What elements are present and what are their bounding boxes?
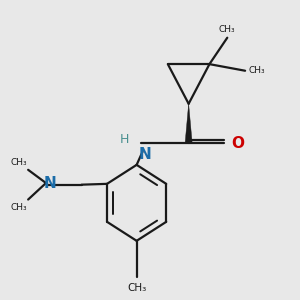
Text: CH₃: CH₃ xyxy=(219,25,236,34)
Text: CH₃: CH₃ xyxy=(10,203,27,212)
Polygon shape xyxy=(185,104,192,143)
Text: O: O xyxy=(232,136,245,151)
Text: N: N xyxy=(138,147,151,162)
Text: H: H xyxy=(120,133,129,146)
Text: CH₃: CH₃ xyxy=(127,283,146,293)
Text: N: N xyxy=(44,176,56,190)
Text: CH₃: CH₃ xyxy=(248,66,265,75)
Text: CH₃: CH₃ xyxy=(10,158,27,166)
